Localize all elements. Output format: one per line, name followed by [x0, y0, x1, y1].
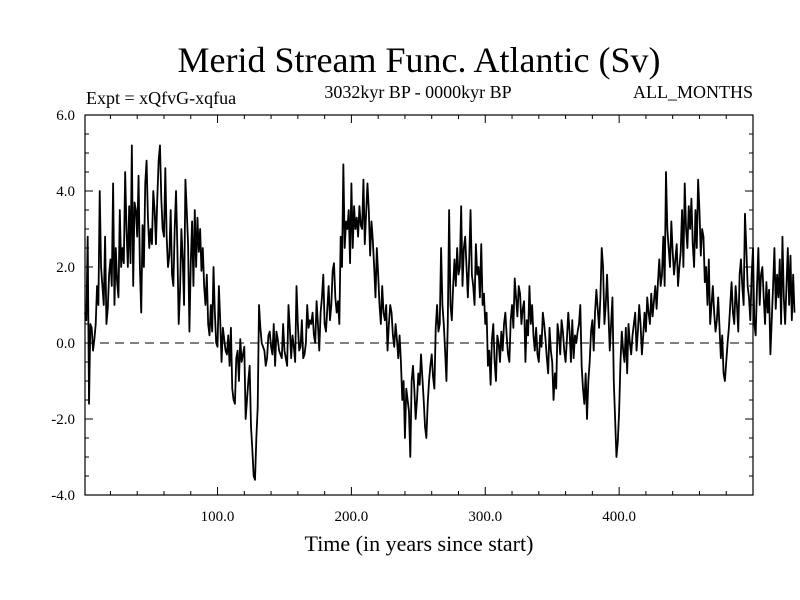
chart-subtitle-left: Expt = xQfvG-xqfua	[86, 88, 236, 108]
chart-title: Merid Stream Func. Atlantic (Sv)	[178, 40, 661, 80]
y-tick-label: 0.0	[56, 336, 75, 352]
x-tick-label: 200.0	[335, 509, 369, 525]
y-tick-label: 4.0	[56, 184, 75, 200]
x-tick-label: 300.0	[468, 509, 502, 525]
plot-frame	[84, 114, 754, 496]
y-tick-label: -2.0	[51, 412, 75, 428]
y-tick-label: 2.0	[56, 260, 75, 276]
x-axis-label: Time (in years since start)	[305, 531, 534, 556]
chart-subtitle-center: 3032kyr BP - 0000kyr BP	[324, 82, 511, 102]
y-tick-label: -4.0	[51, 488, 75, 504]
chart-subtitle-right: ALL_MONTHS	[633, 82, 753, 102]
y-tick-label: 6.0	[56, 108, 75, 124]
x-tick-label: 400.0	[602, 509, 636, 525]
x-tick-label: 100.0	[201, 509, 235, 525]
series-line	[84, 144, 796, 481]
